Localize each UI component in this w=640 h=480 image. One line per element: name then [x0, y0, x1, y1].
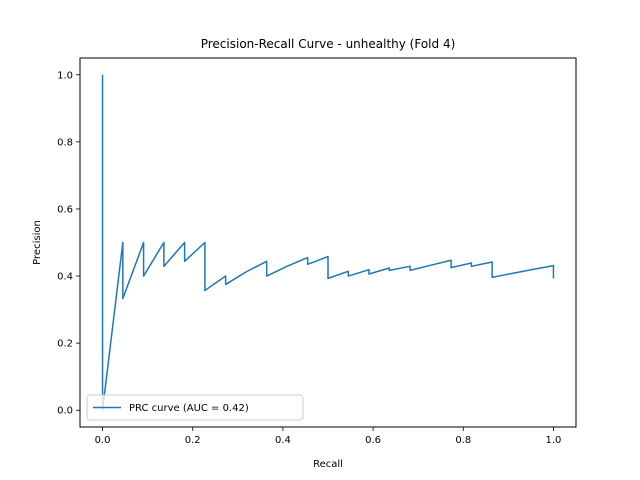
y-tick-label: 1.0 [57, 70, 73, 81]
axes-frame [79, 57, 577, 428]
legend-box [86, 394, 304, 421]
series-layer [101, 74, 555, 411]
y-tick-label: 0.4 [57, 272, 73, 283]
legend-entry: PRC curve (AUC = 0.42) [129, 403, 249, 414]
y-tick-label: 0.2 [57, 339, 73, 350]
x-tick-label: 0.2 [185, 435, 201, 446]
x-tick-label: 1.0 [546, 435, 562, 446]
x-tick-label: 0.0 [95, 435, 111, 446]
legend: PRC curve (AUC = 0.42) [86, 394, 304, 421]
y-tick-label: 0.6 [57, 204, 73, 215]
y-axis: 0.0 0.2 0.4 0.6 0.8 1.0 [57, 70, 80, 417]
x-axis: 0.0 0.2 0.4 0.6 0.8 1.0 [95, 427, 562, 446]
x-tick-label: 0.8 [455, 435, 471, 446]
x-tick-label: 0.4 [275, 435, 291, 446]
series-line [101, 74, 555, 411]
y-tick-label: 0.0 [57, 406, 73, 417]
y-axis-label: Precision [32, 220, 43, 265]
chart-title: Precision-Recall Curve - unhealthy (Fold… [201, 37, 456, 51]
x-tick-label: 0.6 [365, 435, 381, 446]
x-axis-label: Recall [313, 459, 343, 470]
y-tick-label: 0.8 [57, 137, 73, 148]
